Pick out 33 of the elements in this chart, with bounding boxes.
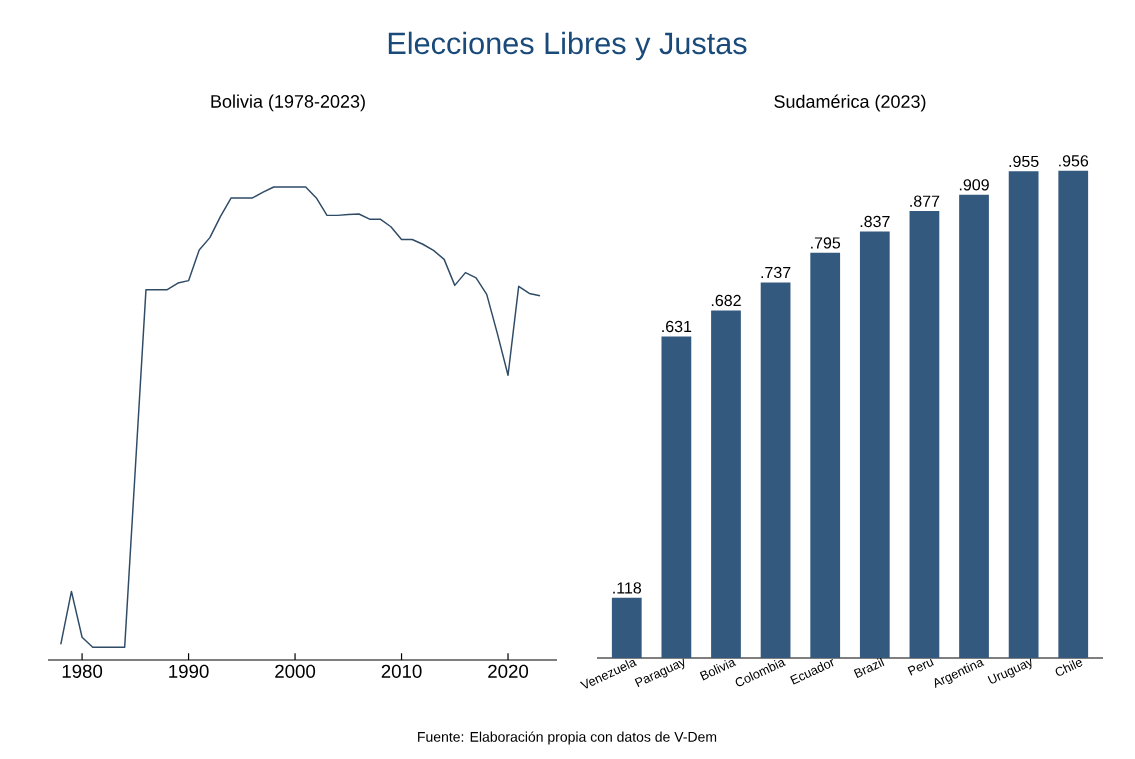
- chart-title: Bolivia (1978-2023): [211, 94, 365, 112]
- data-label: .877: [910, 195, 940, 207]
- bar: [909, 211, 940, 658]
- bar: [859, 231, 890, 658]
- data-label: .737: [761, 266, 791, 279]
- data-label: .909: [959, 179, 989, 191]
- x-tick-label: Chile: [1055, 660, 1083, 676]
- bar: [711, 310, 741, 658]
- bar: [810, 252, 841, 658]
- x-tick-label: Brazil: [853, 657, 885, 678]
- bar: [1058, 170, 1089, 658]
- text: Elecciones Libres y Justas: [388, 31, 747, 61]
- bar: [1008, 171, 1039, 658]
- chart-title: Sudamérica (2023): [774, 94, 926, 112]
- x-tick-label: Peru: [907, 658, 934, 676]
- data-label: .631: [662, 320, 692, 333]
- x-tick-label: 2000: [275, 664, 316, 678]
- bar: [611, 597, 642, 658]
- bar: [959, 194, 989, 658]
- data-label: .682: [711, 294, 741, 307]
- data-label: .795: [811, 237, 841, 249]
- data-label: .837: [860, 215, 890, 228]
- x-tick-label: 2010: [381, 664, 422, 678]
- bar: [760, 282, 791, 658]
- x-tick-label: 1980: [62, 664, 103, 678]
- data-label: .118: [613, 582, 642, 594]
- source-note: Fuente: Elaboración propia con datos de V-Dem: [418, 731, 717, 745]
- x-tick-label: 1990: [169, 664, 209, 678]
- data-label: .955: [1009, 155, 1039, 168]
- x-tick-label: 2020: [488, 664, 529, 678]
- bar: [661, 336, 692, 658]
- x-tick-label: Bolivia: [699, 660, 737, 681]
- data-label: .956: [1059, 155, 1089, 167]
